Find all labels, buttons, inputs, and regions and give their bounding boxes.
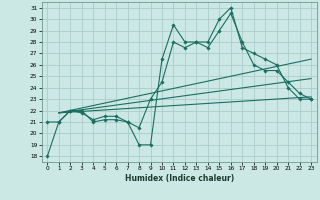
X-axis label: Humidex (Indice chaleur): Humidex (Indice chaleur) — [124, 174, 234, 183]
